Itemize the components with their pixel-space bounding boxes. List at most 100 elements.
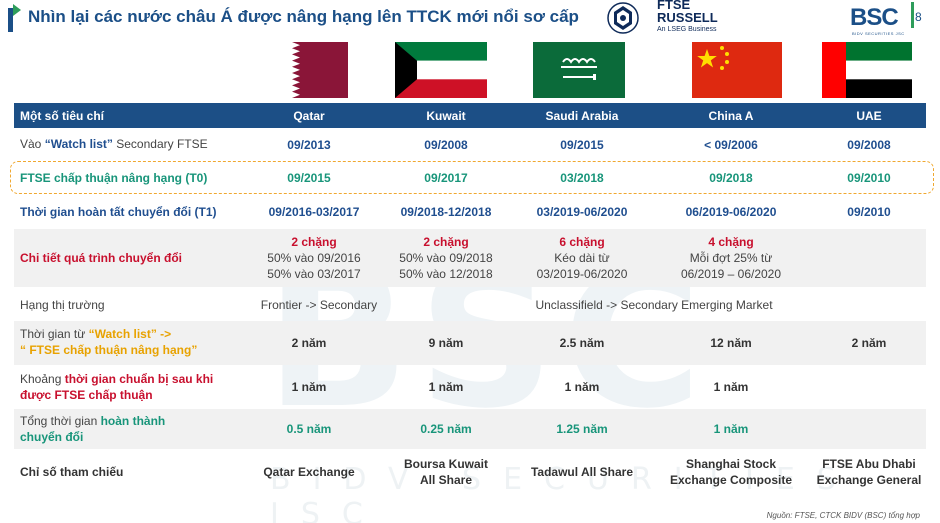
index-line: FTSE Abu Dhabi bbox=[822, 457, 916, 471]
column-header-qatar: Qatar bbox=[293, 108, 325, 123]
index-line: Exchange Composite bbox=[669, 473, 793, 487]
index-line: Qatar Exchange bbox=[263, 465, 355, 479]
detail-line: 50% vào 09/2016 bbox=[267, 251, 361, 265]
row-label-market-class: Hạng thị trường bbox=[20, 297, 105, 312]
cell-completion-kuwait: 09/2018-12/2018 bbox=[400, 204, 492, 219]
row-label-watchlist: Vào “Watch list” Secondary FTSE bbox=[14, 130, 249, 159]
row-label-highlight: “Watch list” -> bbox=[88, 327, 172, 341]
bsc-logo-mark bbox=[911, 2, 914, 28]
table-row-duration-watchlist: Thời gian từ “Watch list” -> “ FTSE chấp… bbox=[14, 321, 926, 365]
cell-approval-uae: 09/2010 bbox=[847, 170, 891, 185]
row-label-highlight: “ FTSE chấp thuận nâng hạng” bbox=[20, 343, 198, 357]
title-accent-bar bbox=[8, 8, 13, 32]
saudi-arabia-flag bbox=[533, 42, 625, 98]
cell-watchlist-saudi-arabia: 09/2015 bbox=[560, 137, 604, 152]
title-accent-arrow bbox=[13, 4, 21, 16]
bsc-logo: BSC bbox=[850, 4, 899, 31]
bsc-logo-sub: BIDV SECURITIES JSC bbox=[852, 31, 905, 36]
cell-completion-uae: 09/2010 bbox=[847, 204, 891, 219]
cell-watchlist-qatar: 09/2013 bbox=[287, 137, 331, 152]
row-label-highlight: “Watch list” bbox=[44, 137, 113, 151]
page-title: Nhìn lại các nước châu Á được nâng hạng … bbox=[28, 7, 579, 26]
cell-detail-saudi-arabia: 6 chặng Kéo dài từ 03/2019-06/2020 bbox=[517, 229, 647, 287]
cell-index-kuwait: Boursa Kuwait All Share bbox=[376, 452, 516, 492]
cell-market-class-qatar: Frontier -> Secondary bbox=[260, 297, 378, 312]
index-line: All Share bbox=[419, 473, 473, 487]
row-label-highlight: được FTSE chấp thuận bbox=[20, 388, 153, 402]
index-line: Tadawul All Share bbox=[530, 465, 634, 479]
table-row-market-class: Hạng thị trường Frontier -> Secondary Un… bbox=[14, 291, 926, 318]
cell-approval-china-a: 09/2018 bbox=[709, 170, 753, 185]
cell-approval-qatar: 09/2015 bbox=[287, 170, 331, 185]
row-label-prep-time: Khoảng thời gian chuẩn bị sau khi được F… bbox=[14, 367, 249, 407]
index-line: Boursa Kuwait bbox=[403, 457, 488, 471]
ftse-logo-sub: An LSEG Business bbox=[657, 26, 717, 33]
cell-watchlist-uae: 09/2008 bbox=[847, 137, 891, 152]
ftse-logo-line2: RUSSELL bbox=[657, 10, 718, 25]
column-header-criteria: Một số tiêu chí bbox=[20, 108, 104, 123]
row-label-prefix: Vào bbox=[20, 137, 45, 151]
approval-highlight-box bbox=[10, 161, 934, 194]
cell-index-saudi-arabia: Tadawul All Share bbox=[512, 452, 652, 492]
detail-headline: 4 chặng bbox=[708, 235, 754, 249]
cell-detail-kuwait: 2 chặng 50% vào 09/2018 50% vào 12/2018 bbox=[381, 229, 511, 287]
detail-line: Mỗi đợt 25% từ bbox=[689, 251, 773, 265]
row-label-index: Chỉ số tham chiếu bbox=[20, 465, 124, 479]
cell-index-uae: FTSE Abu Dhabi Exchange General bbox=[804, 452, 934, 492]
detail-line: Kéo dài từ bbox=[554, 251, 610, 265]
ftse-crest-icon bbox=[607, 2, 639, 34]
detail-headline: 2 chặng bbox=[423, 235, 469, 249]
cell-duration-uae: 2 năm bbox=[851, 336, 887, 350]
detail-line: 50% vào 09/2018 bbox=[399, 251, 493, 265]
row-label-duration-watchlist: Thời gian từ “Watch list” -> “ FTSE chấp… bbox=[14, 321, 249, 365]
cell-duration-china-a: 12 năm bbox=[710, 336, 752, 350]
cell-detail-china-a: 4 chặng Mỗi đợt 25% từ 06/2019 – 06/2020 bbox=[666, 229, 796, 287]
watermark-bidv-securities: BIDV SECURITIES JSC bbox=[270, 462, 858, 523]
column-header-saudi-arabia: Saudi Arabia bbox=[545, 108, 619, 123]
cell-approval-saudi-arabia: 03/2018 bbox=[560, 170, 604, 185]
qatar-flag bbox=[274, 42, 348, 98]
row-label-approval: FTSE chấp thuận nâng hạng (T0) bbox=[20, 170, 208, 185]
table-header-row: Một số tiêu chí Qatar Kuwait Saudi Arabi… bbox=[14, 103, 926, 128]
cell-completion-china-a: 06/2019-06/2020 bbox=[685, 204, 777, 219]
detail-headline: 2 chặng bbox=[291, 235, 337, 249]
table-row-completion: Thời gian hoàn tất chuyển đổi (T1) 09/20… bbox=[14, 197, 926, 226]
cell-watchlist-kuwait: 09/2008 bbox=[424, 137, 468, 152]
table-row-index: Chỉ số tham chiếu Qatar Exchange Boursa … bbox=[14, 452, 926, 492]
cell-prep-saudi-arabia: 1 năm bbox=[564, 380, 600, 394]
row-label-prefix: Tổng thời gian bbox=[20, 414, 101, 428]
cell-duration-kuwait: 9 năm bbox=[428, 336, 464, 350]
cell-approval-kuwait: 09/2017 bbox=[424, 170, 468, 185]
table-row-approval: FTSE chấp thuận nâng hạng (T0) 09/2015 0… bbox=[14, 163, 926, 192]
table-row-prep-time: Khoảng thời gian chuẩn bị sau khi được F… bbox=[14, 367, 926, 407]
index-line: Shanghai Stock bbox=[685, 457, 777, 471]
row-label-highlight: hoàn thành bbox=[100, 414, 166, 428]
cell-total-saudi-arabia: 1.25 năm bbox=[556, 422, 608, 436]
cell-total-qatar: 0.5 năm bbox=[286, 422, 332, 436]
cell-prep-kuwait: 1 năm bbox=[428, 380, 464, 394]
detail-headline: 6 chặng bbox=[559, 235, 605, 249]
cell-total-china-a: 1 năm bbox=[713, 422, 749, 436]
kuwait-flag bbox=[395, 42, 487, 98]
china-flag bbox=[692, 42, 782, 98]
uae-flag bbox=[822, 42, 912, 98]
detail-line: 50% vào 03/2017 bbox=[267, 267, 361, 281]
cell-detail-qatar: 2 chặng 50% vào 09/2016 50% vào 03/2017 bbox=[249, 229, 379, 287]
source-note: Nguồn: FTSE, CTCK BIDV (BSC) tổng hợp bbox=[766, 511, 920, 520]
table-row-detail: Chi tiết quá trình chuyển đổi 2 chặng 50… bbox=[14, 229, 926, 287]
detail-line: 50% vào 12/2018 bbox=[399, 267, 493, 281]
row-label-prefix: Khoảng bbox=[20, 372, 65, 386]
cell-completion-saudi-arabia: 03/2019-06/2020 bbox=[536, 204, 628, 219]
cell-total-kuwait: 0.25 năm bbox=[420, 422, 472, 436]
row-label-suffix: Secondary FTSE bbox=[112, 137, 208, 151]
detail-line: 06/2019 – 06/2020 bbox=[680, 267, 782, 281]
cell-duration-saudi-arabia: 2.5 năm bbox=[559, 336, 605, 350]
table-row-watchlist: Vào “Watch list” Secondary FTSE 09/2013 … bbox=[14, 130, 926, 159]
cell-index-china-a: Shanghai Stock Exchange Composite bbox=[656, 452, 806, 492]
table-row-total-time: Tổng thời gian hoàn thành chuyển đổi 0.5… bbox=[14, 409, 926, 449]
ftse-logo-line1: FTSE bbox=[657, 0, 691, 12]
cell-watchlist-china-a: < 09/2006 bbox=[704, 137, 758, 152]
row-label-prefix: Thời gian từ bbox=[20, 327, 89, 341]
ftse-russell-logo: FTSE RUSSELL bbox=[657, 0, 718, 24]
row-label-highlight: chuyển đổi bbox=[20, 430, 84, 444]
